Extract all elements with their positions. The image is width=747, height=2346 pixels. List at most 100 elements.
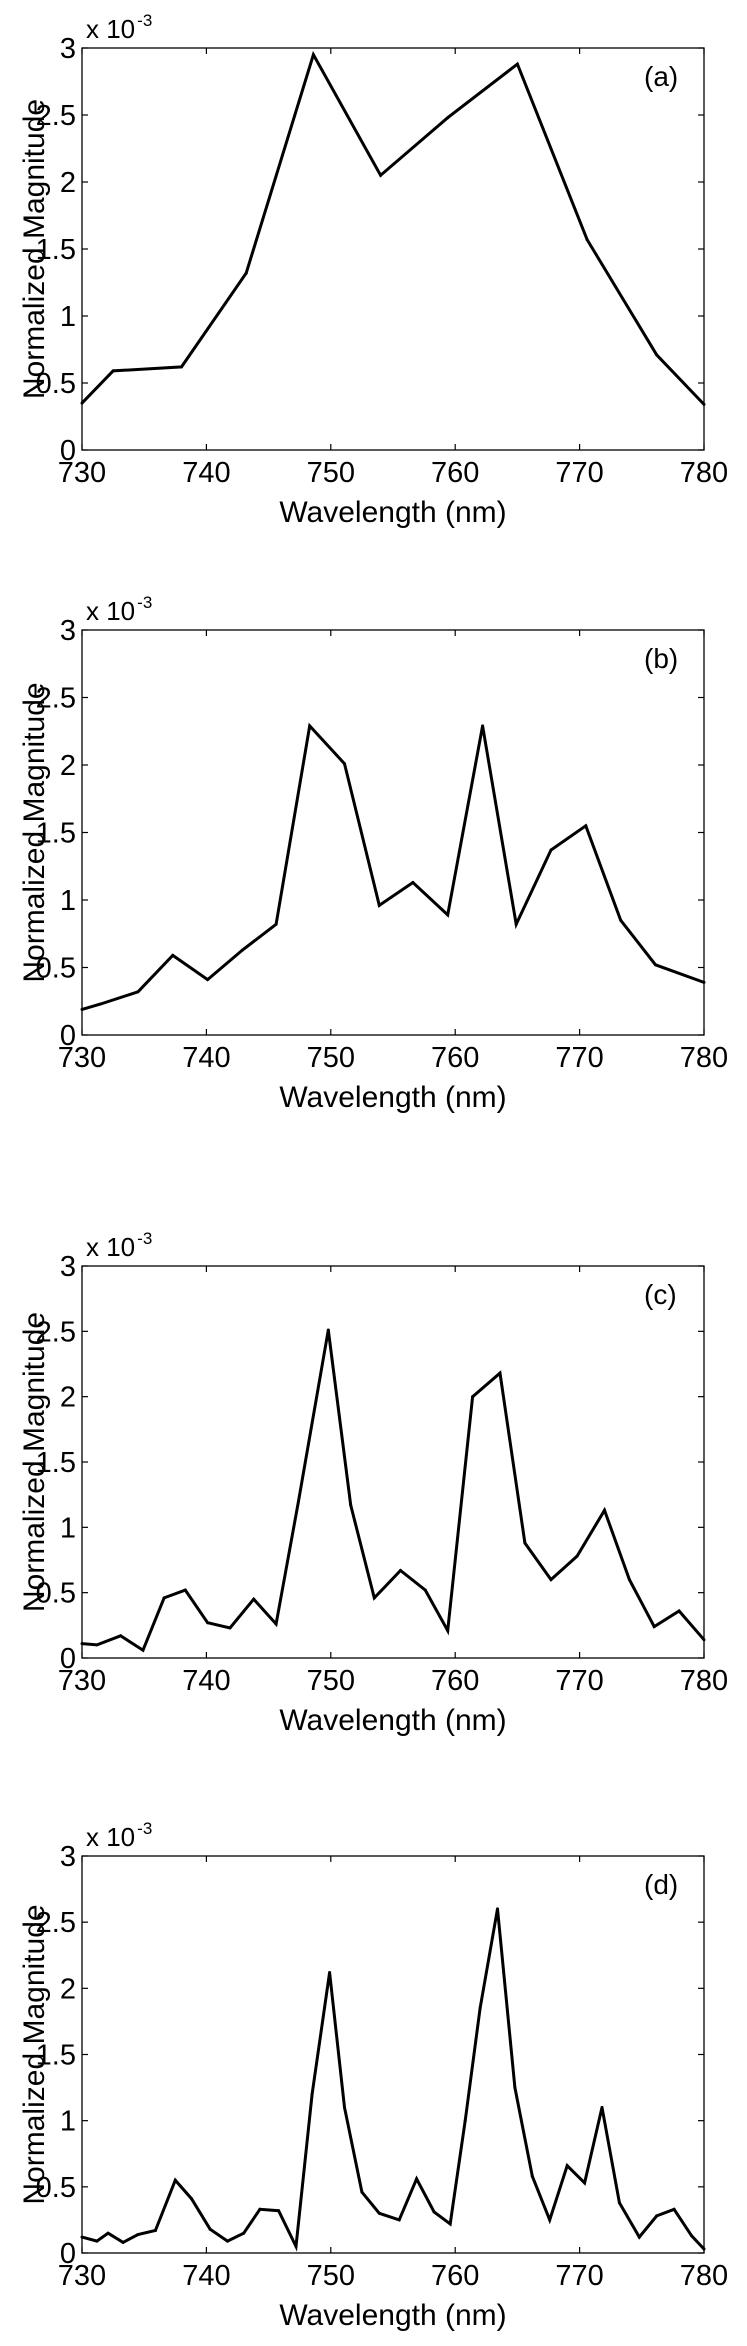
data-point (411, 881, 415, 884)
data-point (343, 762, 346, 766)
data-point (399, 1569, 402, 1572)
chart-panel-c: 730 740 750 760 770 780 0 0.5 1 1.5 2 2.5 3 x 10 -3 (c)… (18, 1229, 728, 1737)
y-tick-label: 0 (60, 435, 76, 467)
y-tick-label: 2.5 (36, 100, 76, 132)
x-tick-label: 760 (431, 457, 479, 489)
panel-label: (c) (644, 1279, 677, 1310)
y-exponent-power: -3 (137, 1819, 152, 1838)
x-tick-label: 760 (431, 1665, 479, 1697)
data-point (397, 2218, 401, 2222)
data-point (655, 353, 659, 357)
data-point (80, 1007, 84, 1011)
data-point (119, 1634, 123, 1638)
x-tick-label: 740 (182, 457, 230, 489)
y-exponent-power: -3 (137, 593, 152, 612)
data-point (241, 948, 244, 952)
x-tick-label: 740 (182, 2260, 230, 2292)
data-point (423, 1588, 427, 1592)
x-tick-label: 770 (555, 1042, 603, 1074)
data-point (136, 990, 140, 994)
y-tick-label: 0 (60, 1643, 76, 1675)
data-point (226, 2239, 229, 2243)
data-point (153, 2229, 157, 2232)
y-tick-label: 2.5 (36, 683, 76, 715)
plot-frame (81, 1855, 705, 2254)
x-tick-label: 770 (555, 457, 603, 489)
x-tick-label: 730 (58, 1042, 106, 1074)
data-point (242, 2231, 246, 2235)
x-tick-label: 750 (307, 2260, 355, 2292)
data-point (274, 922, 278, 926)
x-tick-label: 770 (555, 2260, 603, 2292)
x-tick-label: 780 (680, 1665, 728, 1697)
series-line (81, 1908, 706, 2252)
y-exponent-label: x 10 (86, 14, 135, 44)
x-axis-title: Wavelength (nm) (279, 2299, 506, 2332)
x-axis-title: Wavelength (nm) (279, 1704, 506, 1737)
y-tick-label: 0 (60, 2238, 76, 2270)
data-point (446, 116, 450, 120)
y-tick-label: 2 (60, 167, 76, 199)
y-tick-label: 1 (60, 885, 76, 917)
data-point (277, 2209, 281, 2213)
data-point (326, 1328, 330, 1332)
data-point (619, 918, 623, 922)
x-tick-label: 730 (58, 2260, 106, 2292)
data-point (180, 365, 183, 369)
data-point (478, 2006, 482, 2010)
data-point (379, 173, 383, 177)
plot-frame (81, 629, 705, 1036)
y-axis-title: Normalized Magnitude (18, 99, 51, 399)
x-axis-title: Wavelength (nm) (279, 496, 506, 529)
data-point (111, 369, 115, 373)
data-point (136, 2233, 140, 2236)
data-point (677, 1609, 681, 1613)
data-point (548, 2218, 552, 2222)
x-tick-label: 780 (680, 457, 728, 489)
data-point (652, 1625, 656, 1629)
x-tick-label: 730 (58, 1665, 106, 1697)
y-tick-label: 3 (60, 615, 76, 647)
chart-panel-d: 730 740 750 760 770 780 0 0.5 1 1.5 2 2.5 3 x 10 -3 (d)… (18, 1819, 728, 2332)
data-point (584, 824, 588, 828)
data-point (183, 1588, 187, 1592)
data-point (377, 2211, 381, 2215)
data-point (481, 724, 485, 728)
data-point (448, 2222, 452, 2226)
x-tick-label: 750 (307, 1042, 355, 1074)
data-point (99, 1002, 103, 1006)
data-point (171, 953, 175, 957)
data-point (328, 1971, 332, 1974)
x-tick-label: 750 (307, 457, 355, 489)
data-point (80, 401, 84, 405)
data-point (258, 2207, 262, 2211)
panel-label: (d) (644, 1869, 678, 1900)
data-point (702, 1638, 706, 1642)
series-line (81, 1329, 706, 1653)
data-point (343, 2105, 346, 2109)
panel-label: (b) (644, 643, 678, 674)
y-tick-label: 3 (60, 1841, 76, 1873)
data-point (585, 238, 589, 242)
data-point (463, 2119, 467, 2123)
panel-label: (a) (644, 61, 678, 92)
data-point (498, 1371, 502, 1375)
data-point (655, 2214, 659, 2218)
data-point (377, 903, 381, 907)
data-point (173, 2178, 177, 2182)
data-point (162, 1596, 166, 1600)
y-tick-label: 0.5 (36, 1578, 76, 1610)
y-exponent-label: x 10 (86, 1822, 135, 1852)
data-point (349, 1503, 353, 1507)
x-tick-label: 780 (680, 2260, 728, 2292)
x-tick-label: 760 (431, 1042, 479, 1074)
y-tick-label: 1.5 (36, 2040, 76, 2072)
data-point (244, 271, 248, 275)
data-point (575, 1554, 579, 1558)
y-tick-label: 0.5 (36, 368, 76, 400)
x-tick-label: 760 (431, 2260, 479, 2292)
data-point (627, 1578, 631, 1582)
x-tick-label: 740 (182, 1042, 230, 1074)
data-point (190, 2197, 193, 2201)
